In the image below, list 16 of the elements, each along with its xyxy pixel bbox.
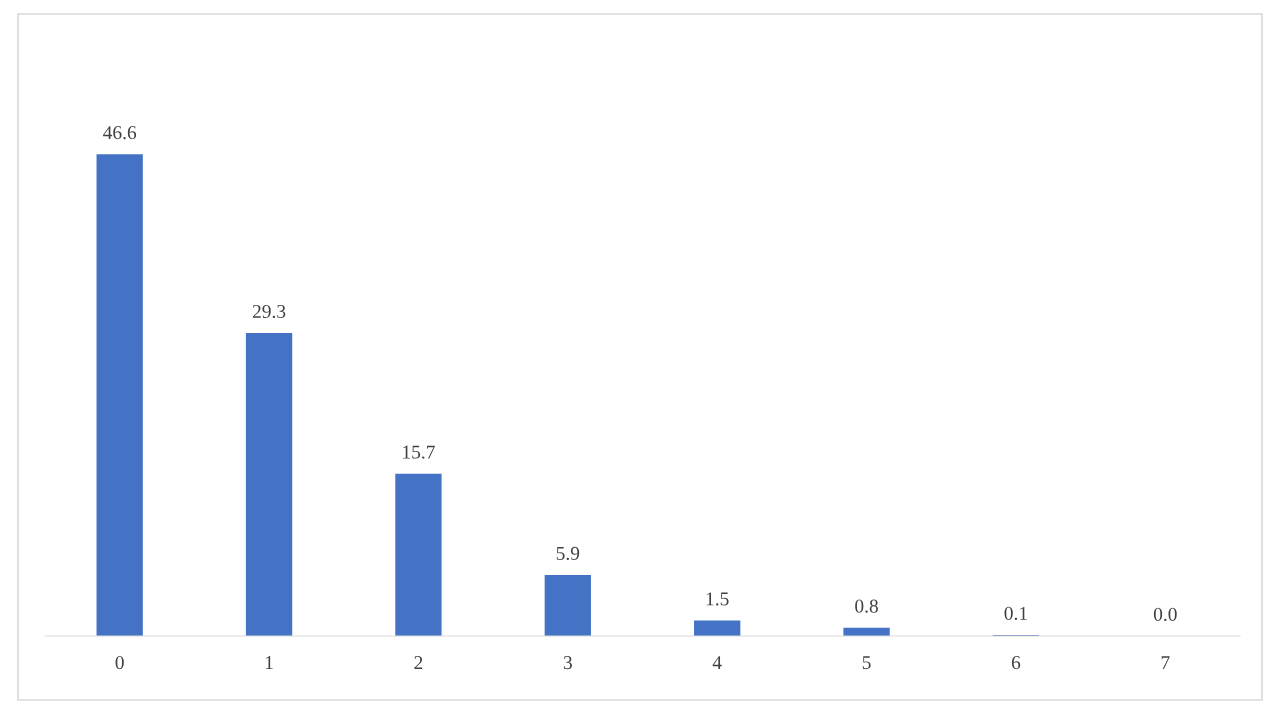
data-label: 15.7 (403, 445, 435, 459)
data-label: 5.9 (556, 546, 580, 561)
x-tick-label: 5 (862, 656, 871, 670)
data-label: 29.3 (252, 304, 286, 319)
x-tick-label: 1 (265, 656, 273, 669)
data-label: 1.5 (706, 592, 729, 606)
data-label: 0.0 (1153, 607, 1177, 622)
data-label: 46.6 (103, 126, 137, 140)
x-tick-label: 7 (1161, 656, 1170, 669)
x-tick-label: 6 (1011, 656, 1021, 670)
data-label: 0.8 (855, 599, 878, 613)
x-tick-label: 2 (414, 656, 423, 669)
x-tick-label: 3 (563, 656, 572, 670)
data-label: 0.1 (1004, 606, 1027, 620)
x-tick-label: 0 (115, 656, 124, 670)
x-tick-label: 4 (712, 656, 722, 669)
